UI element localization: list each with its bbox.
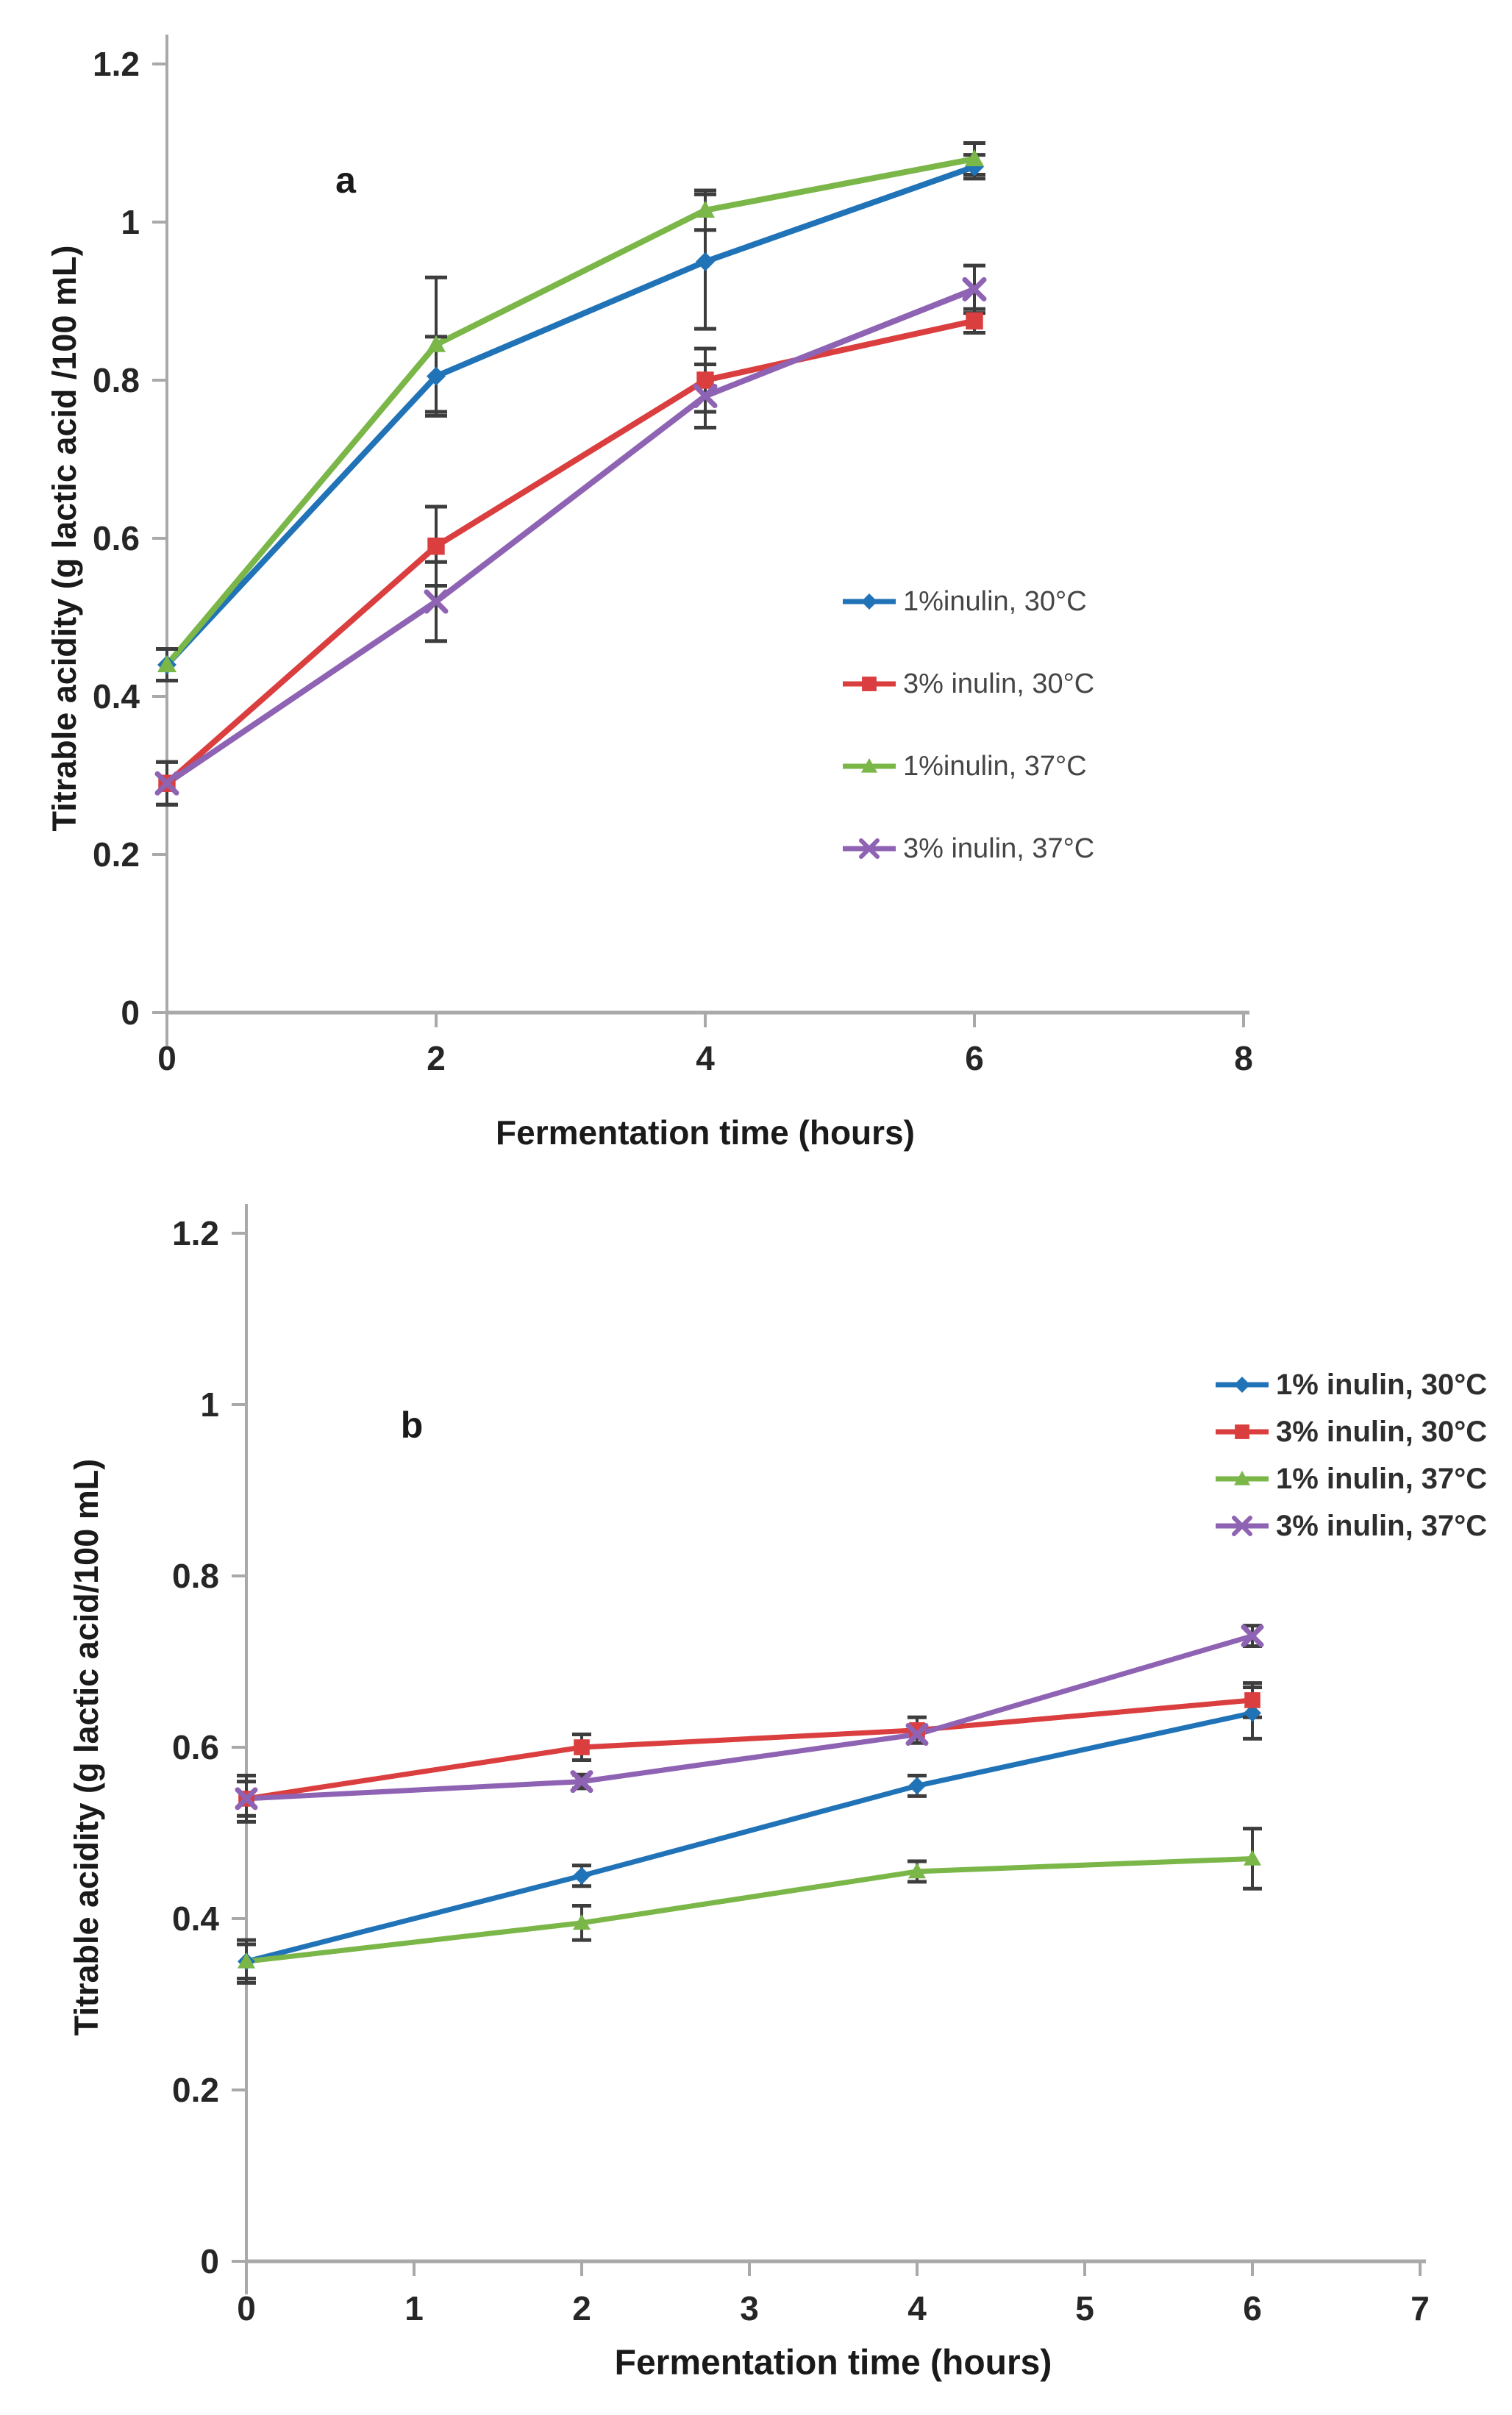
svg-text:0.6: 0.6 (93, 519, 140, 557)
svg-text:7: 7 (1411, 2289, 1430, 2327)
svg-text:0: 0 (121, 994, 140, 1032)
panel-b-plot-svg: 0 0.2 0.4 0.6 0.8 1 1.2 0 1 2 3 4 5 6 7 (172, 1204, 1430, 2327)
svg-text:1.2: 1.2 (93, 45, 140, 83)
panel-label-b: b (400, 1405, 424, 1446)
legend-label: 1%inulin, 30°C (903, 585, 1087, 617)
panel-label-a: a (335, 160, 356, 201)
x-axis-title-panel-b: Fermentation time (hours) (614, 2343, 1052, 2383)
legend-label: 3% inulin, 30°C (903, 668, 1095, 699)
y-axis-title-panel-b: Titrable acidity (g lactic acid/100 mL) (68, 1458, 105, 2036)
legend-item: 1% inulin, 37°C (1216, 1455, 1487, 1502)
svg-text:0: 0 (157, 1039, 176, 1077)
svg-text:1: 1 (200, 1385, 219, 1424)
svg-text:1.2: 1.2 (172, 1214, 219, 1252)
legend-marker-square-icon (843, 672, 896, 696)
svg-text:8: 8 (1234, 1039, 1253, 1077)
svg-text:0.8: 0.8 (93, 361, 140, 399)
svg-text:6: 6 (1243, 2289, 1262, 2327)
svg-text:0: 0 (237, 2289, 256, 2327)
svg-text:1: 1 (121, 203, 140, 241)
svg-text:1: 1 (404, 2289, 424, 2327)
svg-text:2: 2 (427, 1039, 446, 1077)
svg-text:0.4: 0.4 (172, 1899, 219, 1938)
svg-text:0.2: 0.2 (172, 2071, 219, 2109)
legend-label: 1% inulin, 30°C (1276, 1368, 1488, 1401)
legend-item: 3% inulin, 30°C (843, 643, 1094, 725)
panel-a-plot-svg: 0 0.2 0.4 0.6 0.8 1 1.2 0 2 4 6 8 (93, 35, 1253, 1077)
legend-marker-diamond-icon (1216, 1373, 1269, 1396)
legend-item: 1%inulin, 37°C (843, 725, 1094, 807)
legend-item: 3% inulin, 30°C (1216, 1408, 1487, 1455)
x-axis-title-panel-a: Fermentation time (hours) (496, 1113, 915, 1152)
legend-label: 3% inulin, 30°C (1276, 1415, 1488, 1448)
svg-text:0.8: 0.8 (172, 1557, 219, 1595)
legend-label: 3% inulin, 37°C (903, 832, 1095, 864)
svg-text:0.2: 0.2 (93, 835, 140, 874)
svg-text:0: 0 (200, 2242, 219, 2280)
svg-text:0.6: 0.6 (172, 1728, 219, 1766)
legend-label: 1% inulin, 37°C (1276, 1462, 1488, 1495)
svg-text:0.4: 0.4 (93, 677, 140, 716)
legend-item: 3% inulin, 37°C (1216, 1502, 1487, 1549)
legend-marker-triangle-icon (843, 755, 896, 778)
legend-marker-x-icon (843, 837, 896, 860)
legend-item: 3% inulin, 37°C (843, 807, 1094, 890)
legend-label: 3% inulin, 37°C (1276, 1509, 1488, 1542)
legend-marker-triangle-icon (1216, 1467, 1269, 1491)
svg-text:4: 4 (696, 1039, 715, 1077)
legend-panel-a: 1%inulin, 30°C 3% inulin, 30°C 1%inulin,… (843, 560, 1094, 890)
legend-marker-diamond-icon (843, 590, 896, 613)
svg-text:3: 3 (740, 2289, 759, 2327)
legend-panel-b: 1% inulin, 30°C 3% inulin, 30°C 1% inuli… (1216, 1361, 1487, 1549)
svg-text:2: 2 (572, 2289, 591, 2327)
svg-text:6: 6 (965, 1039, 984, 1077)
legend-marker-square-icon (1216, 1420, 1269, 1444)
legend-item: 1% inulin, 30°C (1216, 1361, 1487, 1408)
svg-text:4: 4 (907, 2289, 927, 2327)
legend-item: 1%inulin, 30°C (843, 560, 1094, 643)
svg-text:5: 5 (1075, 2289, 1094, 2327)
legend-label: 1%inulin, 37°C (903, 750, 1087, 782)
legend-marker-x-icon (1216, 1514, 1269, 1538)
y-axis-title-panel-a: Titrable acidity (g lactic acid /100 mL) (46, 245, 83, 832)
